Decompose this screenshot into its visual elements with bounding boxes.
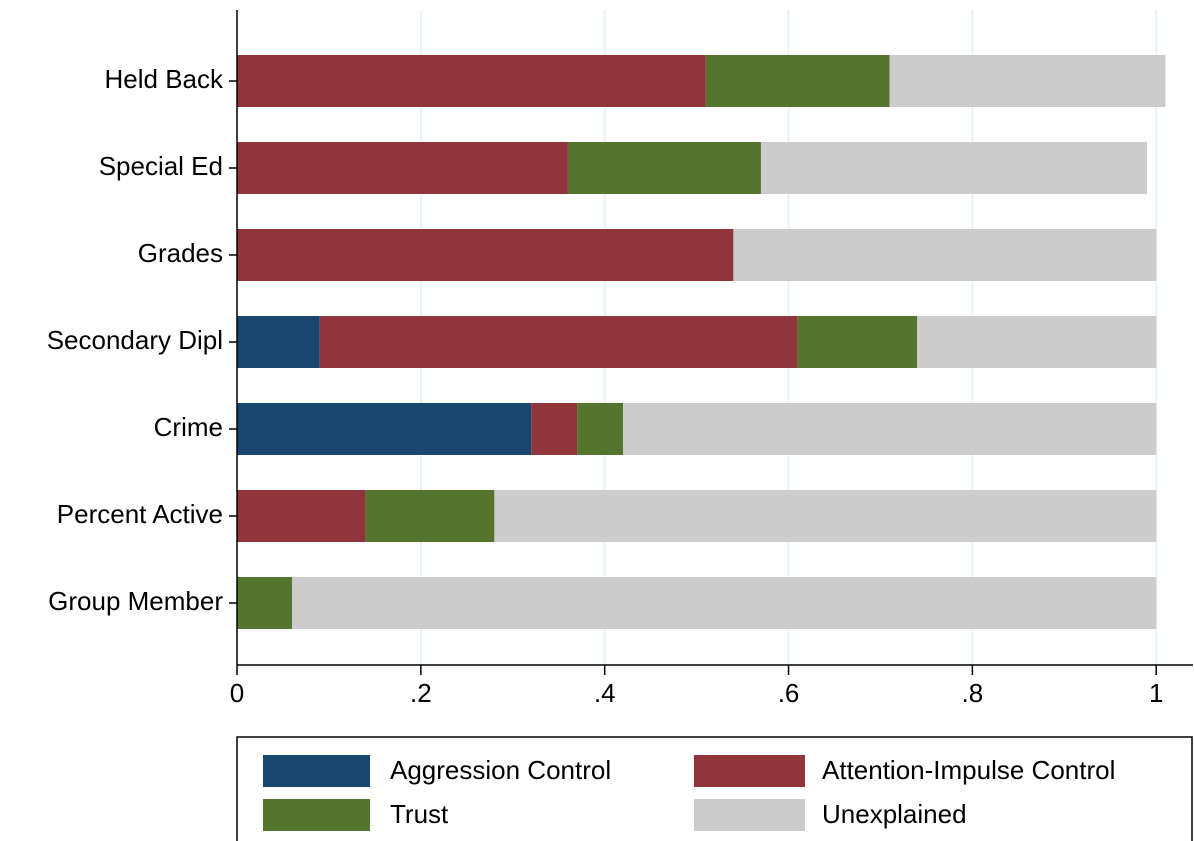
x-tick-label: .8: [962, 678, 984, 708]
bar-segment: [237, 577, 293, 629]
legend-label: Unexplained: [822, 799, 967, 829]
x-tick-label: 0: [230, 678, 244, 708]
bar-segment: [494, 490, 1157, 542]
x-tick-label: .4: [594, 678, 616, 708]
bar-segment: [705, 55, 890, 107]
bar-segment: [237, 403, 532, 455]
x-tick-label: 1: [1149, 678, 1163, 708]
legend-label: Aggression Control: [390, 755, 611, 785]
y-tick-label: Secondary Dipl: [47, 325, 223, 355]
legend-swatch: [694, 799, 805, 831]
bar-segment: [567, 142, 761, 194]
legend-swatch: [694, 755, 805, 787]
bar-segment: [623, 403, 1157, 455]
y-tick-label: Crime: [154, 412, 223, 442]
bar-segment: [365, 490, 495, 542]
bar-segment: [319, 316, 798, 368]
y-tick-label: Group Member: [48, 586, 223, 616]
bar-segment: [237, 490, 366, 542]
x-tick-label: .6: [778, 678, 800, 708]
bar-segment: [797, 316, 918, 368]
bar-segment: [237, 142, 568, 194]
bar-segment: [292, 577, 1157, 629]
y-tick-label: Percent Active: [57, 499, 223, 529]
y-tick-label: Grades: [138, 238, 223, 268]
bar-segment: [760, 142, 1148, 194]
bar-segment: [237, 316, 320, 368]
x-tick-label: .2: [410, 678, 432, 708]
bar-segment: [733, 229, 1157, 281]
legend-swatch: [263, 799, 370, 831]
bar-segment: [917, 316, 1157, 368]
bar-segment: [889, 55, 1166, 107]
bar-segment: [577, 403, 624, 455]
bar-segment: [531, 403, 578, 455]
legend-swatch: [263, 755, 370, 787]
legend-label: Attention-Impulse Control: [822, 755, 1115, 785]
y-tick-label: Special Ed: [99, 151, 223, 181]
legend-label: Trust: [390, 799, 449, 829]
bar-segment: [237, 229, 734, 281]
bar-segment: [237, 55, 706, 107]
y-tick-label: Held Back: [105, 64, 224, 94]
